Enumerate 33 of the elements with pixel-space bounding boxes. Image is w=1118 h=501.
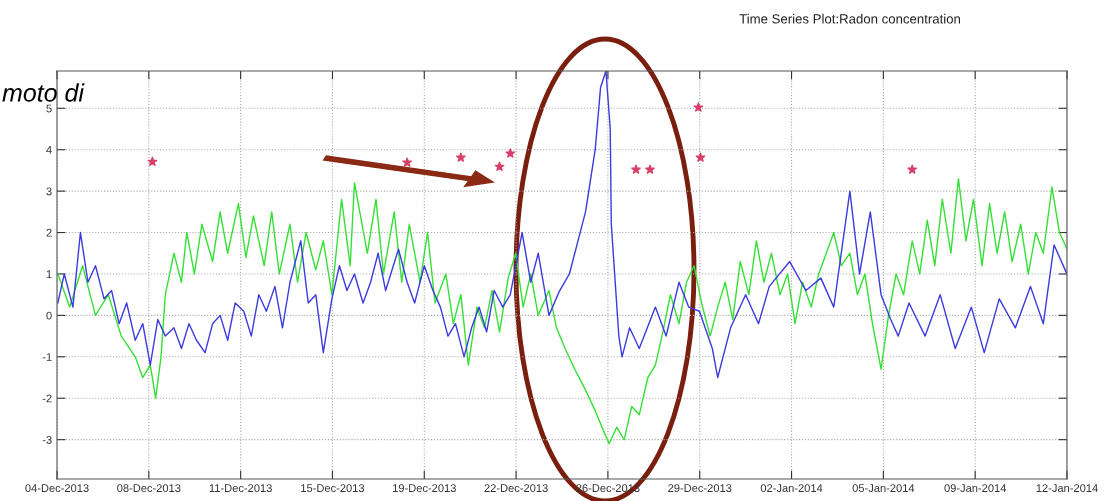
point — [695, 152, 706, 162]
point — [147, 156, 158, 166]
y-tick-label: -2 — [42, 394, 52, 403]
x-tick-label: 08-Dec-2013 — [117, 484, 181, 493]
y-tick-label: 1 — [46, 270, 52, 278]
y-tick-label: 4 — [46, 146, 52, 154]
annotation: moto di — [2, 83, 85, 102]
x-tick-label: 19-Dec-2013 — [393, 484, 456, 493]
point — [505, 148, 516, 158]
point — [631, 164, 641, 174]
x-tick-label: 12-Jan-2014 — [1036, 484, 1098, 493]
y-tick-label: 3 — [46, 187, 52, 196]
chart-title: Time Series Plot:Radon concentration — [739, 13, 961, 24]
point — [455, 152, 466, 162]
x-tick-label: 15-Dec-2013 — [301, 484, 365, 493]
point — [494, 161, 505, 171]
y-tick-label: 0 — [46, 311, 52, 320]
x-tick-label: 09-Jan-2014 — [944, 484, 1007, 493]
y-tick-label: 5 — [46, 104, 52, 113]
x-tick-label: 11-Dec-2013 — [209, 484, 272, 493]
point — [907, 164, 918, 174]
point — [693, 102, 704, 112]
point — [645, 164, 655, 174]
x-tick-label: 22-Dec-2013 — [484, 484, 548, 493]
point — [402, 157, 412, 167]
y-tick-label: -1 — [42, 353, 52, 361]
x-tick-label: 04-Dec-2013 — [25, 484, 89, 493]
x-tick-label: 05-Jan-2014 — [852, 484, 915, 493]
x-tick-label: 29-Dec-2013 — [668, 484, 732, 493]
y-tick-label: -3 — [42, 435, 52, 444]
line-series — [57, 178, 1067, 445]
x-tick-label: 02-Jan-2014 — [760, 484, 823, 493]
y-tick-label: 2 — [46, 228, 52, 237]
